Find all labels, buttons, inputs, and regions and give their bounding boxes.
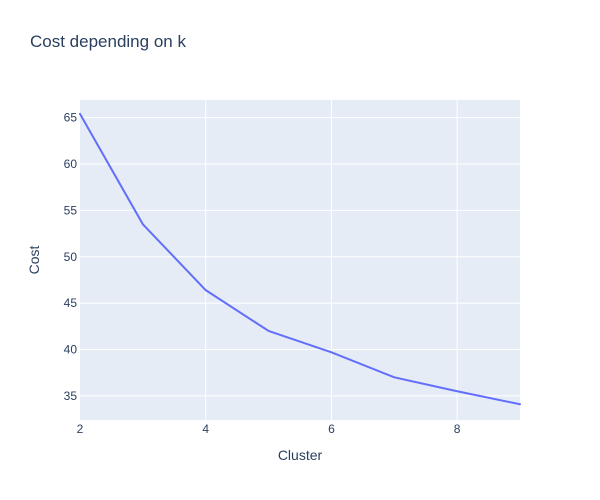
series-point-0-6: [455, 389, 459, 393]
series-line-0: [79, 112, 521, 406]
series-point-0-5: [392, 375, 396, 379]
series-layer: [78, 112, 522, 406]
series-point-0-3: [267, 329, 271, 333]
x-axis-title: Cluster: [278, 447, 323, 463]
y-tick-label-40: 40: [64, 343, 78, 357]
series-point-0-1: [141, 222, 145, 226]
x-tick-label-6: 6: [328, 422, 335, 436]
y-axis-title: Cost: [26, 246, 42, 275]
chart-title: Cost depending on k: [30, 32, 186, 51]
y-tick-label-55: 55: [64, 203, 78, 217]
tick-layer: 2 4 6 8 35 40 45 50 55 60 65: [64, 111, 461, 436]
y-tick-label-65: 65: [64, 111, 78, 125]
series-point-0-4: [329, 350, 333, 354]
y-tick-label-35: 35: [64, 389, 78, 403]
y-tick-label-45: 45: [64, 296, 78, 310]
series-point-0-7: [518, 402, 522, 406]
x-tick-label-4: 4: [202, 422, 209, 436]
x-tick-label-8: 8: [454, 422, 461, 436]
series-point-0-2: [204, 288, 208, 292]
y-tick-label-50: 50: [64, 250, 78, 264]
y-tick-label-60: 60: [64, 157, 78, 171]
x-tick-label-2: 2: [77, 422, 84, 436]
plot-background: [80, 100, 520, 420]
grid-layer: [80, 100, 520, 420]
series-point-0-0: [78, 112, 82, 116]
